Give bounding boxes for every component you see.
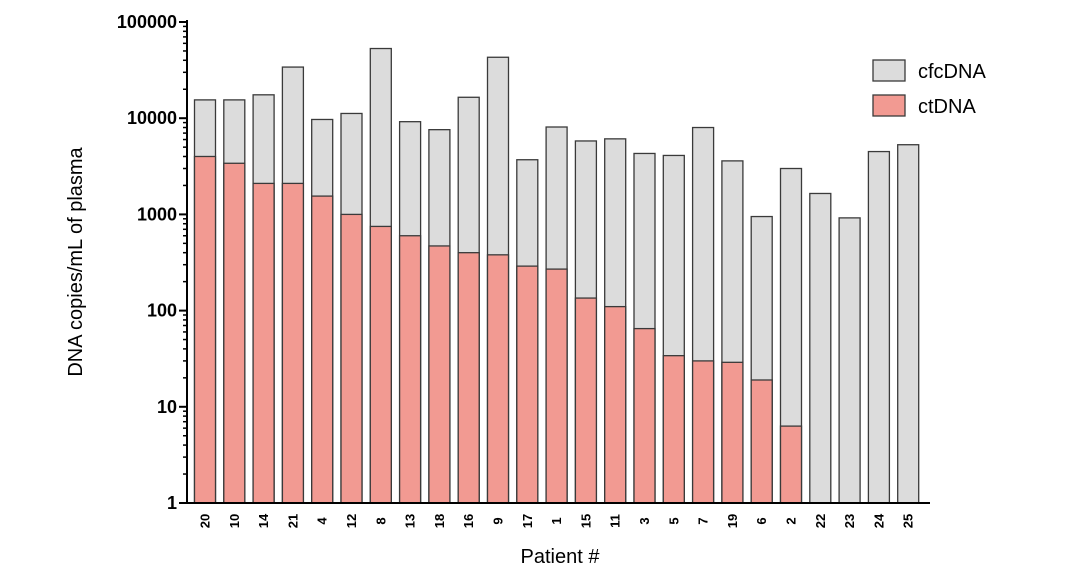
y-tick-label: 100 [147, 301, 177, 321]
x-tick-label: 20 [198, 514, 213, 528]
bar-ctdna-8 [369, 225, 392, 504]
bar-cfcdna-23 [838, 217, 861, 504]
bar-cfcdna-24 [867, 150, 891, 504]
x-tick-label: 23 [842, 514, 857, 528]
x-tick-label: 19 [725, 514, 740, 528]
x-tick-label: 24 [871, 513, 886, 528]
x-tick-label: 10 [227, 514, 242, 528]
x-tick-label: 8 [373, 517, 388, 524]
x-tick-label: 17 [520, 514, 535, 528]
bar-ctdna-9 [486, 254, 510, 504]
bar-ctdna-21 [281, 182, 305, 504]
x-tick-label: 12 [344, 514, 359, 528]
bar-ctdna-13 [398, 235, 422, 504]
y-tick-label: 10 [157, 397, 177, 417]
x-tick-label: 22 [813, 514, 828, 528]
x-tick-label: 16 [461, 514, 476, 528]
legend-label-cfcdna: cfcDNA [918, 61, 986, 83]
bars [193, 47, 920, 504]
y-tick-label: 1 [167, 493, 177, 513]
x-tick-label: 13 [403, 514, 418, 528]
x-tick-label: 4 [315, 517, 330, 525]
bar-ctdna-15 [574, 297, 598, 504]
bar-ctdna-18 [428, 245, 451, 504]
y-tick-label: 10000 [127, 108, 177, 128]
x-tick-label: 2 [784, 517, 799, 524]
y-axis-title: DNA copies/mL of plasma [65, 146, 87, 376]
bar-ctdna-3 [633, 327, 656, 504]
x-tick-label: 11 [608, 514, 623, 528]
x-axis-title: Patient # [521, 546, 601, 568]
x-tick-label: 21 [285, 514, 300, 528]
bar-ctdna-16 [457, 252, 480, 504]
axes: 20 10 14 21 4 12 8 13 18 16 9 17 1 15 11 3 5 7 19 6 2 22 23 24 2… [117, 12, 930, 528]
bar-ctdna-20 [193, 155, 217, 504]
bar-cfcdna-22 [809, 192, 832, 504]
x-tick-label: 1 [549, 517, 564, 524]
legend-swatch-cfcdna [872, 59, 906, 82]
x-tick-label: 9 [491, 517, 506, 524]
bar-ctdna-12 [340, 213, 363, 504]
y-tick-label: 1000 [137, 204, 177, 224]
bar-ctdna-2 [779, 425, 803, 504]
bar-cfcdna-25 [897, 144, 920, 504]
bar-ctdna-19 [721, 361, 744, 504]
bar-ctdna-7 [691, 360, 715, 504]
bar-ctdna-14 [252, 182, 275, 504]
x-tick-label: 18 [432, 514, 447, 528]
legend-swatch-ctdna [872, 94, 906, 117]
legend-label-ctdna: ctDNA [918, 96, 976, 118]
x-tick-label: 25 [901, 514, 916, 528]
bar-ctdna-5 [662, 355, 685, 504]
x-tick-label: 6 [754, 517, 769, 524]
bar-ctdna-10 [223, 162, 246, 504]
legend: cfcDNA ctDNA [872, 59, 986, 118]
x-tick-label: 15 [578, 514, 593, 528]
bar-ctdna-4 [311, 195, 334, 504]
x-tick-label: 5 [666, 517, 681, 524]
bar-ctdna-11 [604, 305, 627, 504]
x-tick-label: 7 [696, 517, 711, 524]
bar-ctdna-1 [545, 268, 568, 504]
bar-ctdna-6 [750, 379, 773, 504]
x-tick-label: 3 [637, 517, 652, 524]
bar-ctdna-17 [516, 265, 539, 504]
y-tick-label: 100000 [117, 12, 177, 32]
x-tick-label: 14 [256, 513, 271, 528]
